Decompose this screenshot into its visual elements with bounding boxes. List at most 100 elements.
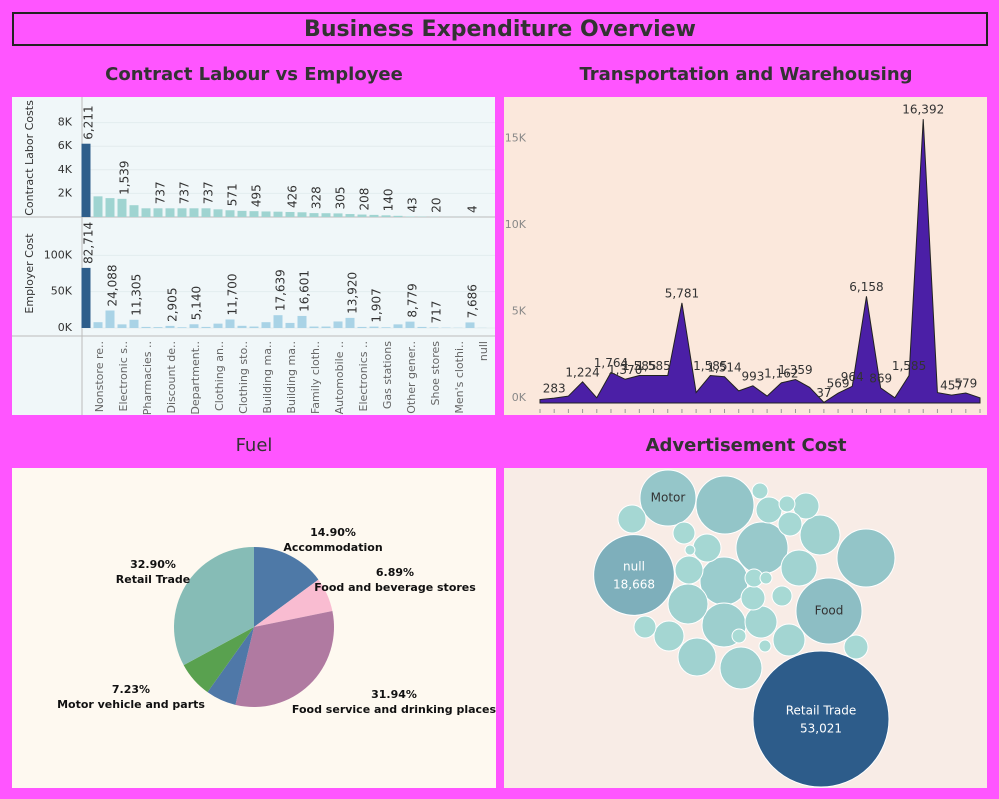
bubble <box>633 615 657 639</box>
x-tick-label: Automobile .. <box>333 341 346 414</box>
data-label: 1,764 <box>594 356 628 370</box>
bar <box>177 327 187 328</box>
data-label: 1,585 <box>622 359 656 373</box>
x-tick-label: Family cloth.. <box>309 341 322 414</box>
bar <box>141 326 151 328</box>
bar <box>213 323 223 328</box>
x-tick-label: Other gener.. <box>405 341 418 414</box>
axis-title: Contract Labor Costs <box>23 100 36 216</box>
y-tick-label: 100K <box>44 248 73 261</box>
bar <box>93 322 103 328</box>
bar <box>309 213 319 217</box>
bar <box>261 211 271 217</box>
bubble <box>751 482 769 500</box>
bar <box>321 326 331 328</box>
data-label: 6,211 <box>82 105 96 139</box>
bar <box>201 326 211 328</box>
bubble <box>799 514 841 556</box>
data-label: 1,162 <box>764 366 798 380</box>
x-tick-label: Building ma.. <box>261 341 274 414</box>
bar <box>417 326 427 328</box>
bar <box>273 211 283 217</box>
bubble <box>777 511 803 537</box>
bubble <box>674 555 704 585</box>
bubble <box>684 544 696 556</box>
data-label: 7,686 <box>466 284 480 318</box>
data-label: 43 <box>406 197 420 212</box>
bar <box>333 213 343 217</box>
bubble-label: Motor <box>651 491 686 505</box>
bar <box>117 198 127 217</box>
y-tick-label: 6K <box>58 139 73 152</box>
bar <box>393 324 403 328</box>
x-tick-label: Building ma.. <box>285 341 298 414</box>
data-label: 208 <box>358 188 372 211</box>
data-label: 16,601 <box>298 270 312 312</box>
chart-title: Transportation and Warehousing <box>579 64 912 85</box>
data-label: 964 <box>841 370 864 384</box>
bubble <box>740 585 766 611</box>
bubble <box>758 639 772 653</box>
bar <box>285 322 295 328</box>
data-label: 1,539 <box>118 160 132 194</box>
bar <box>189 208 199 217</box>
data-label: 16,392 <box>902 103 944 117</box>
y-tick-label: 15K <box>505 131 527 144</box>
chart-title: Contract Labour vs Employee <box>105 64 403 85</box>
bubble <box>731 628 747 644</box>
data-label: 1,359 <box>778 363 812 377</box>
bubble <box>639 469 697 527</box>
chart-title: Fuel <box>236 435 273 456</box>
area <box>539 119 981 404</box>
bar <box>249 326 259 328</box>
bar <box>153 327 163 328</box>
bubble <box>672 521 696 545</box>
data-label: 1,585 <box>892 359 926 373</box>
x-tick-label: null <box>477 341 490 361</box>
category-label: Food and beverage stores <box>314 581 476 594</box>
bar <box>117 324 127 328</box>
category-label: Food service and drinking places <box>292 703 497 716</box>
data-label: 1,907 <box>370 288 384 322</box>
data-label: 8,779 <box>406 283 420 317</box>
bar <box>261 322 271 328</box>
bubble <box>836 528 896 588</box>
bar <box>81 143 91 217</box>
bar <box>357 326 367 328</box>
bubble-label: null <box>623 560 645 574</box>
y-tick-label: 2K <box>58 186 73 199</box>
y-tick-label: 8K <box>58 116 73 129</box>
bar <box>429 327 439 328</box>
bubble <box>752 650 890 788</box>
bar <box>381 215 391 217</box>
data-label: 6.89% <box>376 566 414 579</box>
bar <box>189 324 199 328</box>
data-label: 18,668 <box>613 578 655 592</box>
bar <box>405 321 415 328</box>
data-label: 1,224 <box>565 365 599 379</box>
data-label: 140 <box>382 188 396 211</box>
bar <box>321 213 331 217</box>
data-label: 4 <box>466 205 480 213</box>
bar <box>297 315 307 328</box>
bar <box>213 209 223 217</box>
data-label: 457 <box>940 379 963 393</box>
x-tick-label: Clothing sto.. <box>237 341 250 414</box>
axis-title: Employer Cost <box>23 233 36 314</box>
data-label: 32.90% <box>130 558 176 571</box>
x-tick-label: Men's clothi.. <box>453 341 466 414</box>
pie-slice <box>254 547 319 627</box>
data-label: 13,920 <box>346 272 360 314</box>
bar <box>345 317 355 328</box>
data-label: 82,714 <box>82 222 96 264</box>
data-label: 2,905 <box>166 288 180 322</box>
bar <box>393 215 403 217</box>
bubble <box>692 533 722 563</box>
chart-title: Advertisement Cost <box>646 435 847 456</box>
data-label: 24,088 <box>106 264 120 306</box>
x-tick-label: Pharmacies .. <box>141 341 154 415</box>
data-label: 11,700 <box>226 273 240 315</box>
x-tick-label: Nonstore re.. <box>93 341 106 412</box>
data-label: 6,158 <box>849 280 883 294</box>
